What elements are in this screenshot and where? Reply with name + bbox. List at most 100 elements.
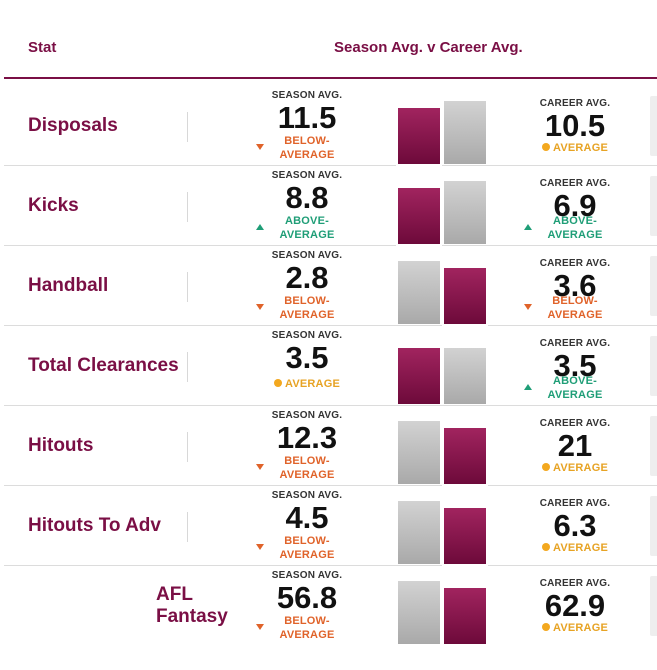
season-avg-label: SEASON AVG. <box>271 570 343 581</box>
status-average: AVERAGE <box>520 621 630 635</box>
row-edge-tab <box>650 336 657 396</box>
comparison-bar-chart <box>396 574 488 644</box>
career-avg-label: CAREER AVG. <box>539 258 611 269</box>
status-below: BELOW- AVERAGE <box>279 455 335 481</box>
season-avg-bar <box>398 421 440 484</box>
average-dot-icon <box>542 143 550 151</box>
stat-name: AFL Fantasy <box>156 584 228 627</box>
season-avg-block: SEASON AVG. 2.8 BELOW- AVERAGE <box>252 246 362 326</box>
stat-row: Handball SEASON AVG. 2.8 BELOW- AVERAGE CAREE… <box>0 246 657 326</box>
row-divider <box>4 165 657 166</box>
career-avg-block: CAREER AVG. 62.9 AVERAGE <box>520 566 630 646</box>
row-divider <box>4 325 657 326</box>
season-avg-bar <box>398 261 440 324</box>
comparison-bar-chart <box>396 254 488 324</box>
season-avg-block: SEASON AVG. 3.5 AVERAGE <box>252 326 362 406</box>
comparison-bar-chart <box>396 414 488 484</box>
stat-column-header: Stat <box>28 39 57 56</box>
career-avg-block: CAREER AVG. 3.5 ABOVE- AVERAGE <box>520 326 630 406</box>
name-divider <box>187 112 188 142</box>
row-edge-tab <box>650 96 657 156</box>
status-above: ABOVE- AVERAGE <box>547 215 603 241</box>
comparison-bar-chart <box>396 494 488 564</box>
career-avg-bar <box>444 588 486 644</box>
stat-name: Kicks <box>28 195 79 216</box>
average-dot-icon <box>542 463 550 471</box>
average-dot-icon <box>542 623 550 631</box>
down-arrow-icon <box>524 304 532 310</box>
stat-row: Disposals SEASON AVG. 11.5 BELOW- AVERAGE CAR… <box>0 86 657 166</box>
up-arrow-icon <box>524 224 532 230</box>
season-avg-label: SEASON AVG. <box>271 330 343 341</box>
career-avg-label: CAREER AVG. <box>539 418 611 429</box>
name-divider <box>187 432 188 462</box>
down-arrow-icon <box>256 464 264 470</box>
stat-row: Total Clearances SEASON AVG. 3.5 AVERAGE CAR… <box>0 326 657 406</box>
career-avg-block: CAREER AVG. 6.3 AVERAGE <box>520 486 630 566</box>
status-below: BELOW- AVERAGE <box>279 535 335 561</box>
status-average: AVERAGE <box>252 377 362 391</box>
season-avg-value: 12.3 <box>276 420 338 455</box>
season-avg-value: 3.5 <box>285 340 329 375</box>
name-divider <box>187 272 188 302</box>
comparison-bar-chart <box>396 94 488 164</box>
career-avg-bar <box>444 101 486 164</box>
status-average: AVERAGE <box>520 541 630 555</box>
career-avg-label: CAREER AVG. <box>539 178 611 189</box>
stats-header: Stat Season Avg. v Career Avg. <box>0 0 657 79</box>
name-divider <box>187 352 188 382</box>
row-edge-tab <box>650 256 657 316</box>
career-avg-value: 21 <box>557 428 593 463</box>
row-edge-tab <box>650 176 657 236</box>
season-avg-value: 11.5 <box>277 100 337 135</box>
stat-name: Disposals <box>28 115 118 136</box>
stat-row: AFL Fantasy SEASON AVG. 56.8 BELOW- AVERAGE C… <box>0 566 657 646</box>
season-avg-bar <box>398 188 440 244</box>
up-arrow-icon <box>256 224 264 230</box>
season-avg-value: 8.8 <box>285 180 329 215</box>
career-avg-value: 3.6 <box>553 268 597 303</box>
season-avg-bar <box>398 501 440 564</box>
average-dot-icon <box>542 543 550 551</box>
season-avg-block: SEASON AVG. 12.3 BELOW- AVERAGE <box>252 406 362 486</box>
career-avg-block: CAREER AVG. 10.5 AVERAGE <box>520 86 630 166</box>
season-avg-label: SEASON AVG. <box>271 170 343 181</box>
status-above: ABOVE- AVERAGE <box>279 215 335 241</box>
season-avg-label: SEASON AVG. <box>271 490 343 501</box>
career-avg-bar <box>444 348 486 404</box>
header-divider <box>4 77 657 79</box>
row-edge-tab <box>650 576 657 636</box>
season-avg-bar <box>398 348 440 404</box>
stat-row: Hitouts To Adv SEASON AVG. 4.5 BELOW- AVERAG… <box>0 486 657 566</box>
career-avg-value: 6.3 <box>553 508 597 543</box>
down-arrow-icon <box>256 544 264 550</box>
status-below: BELOW- AVERAGE <box>279 135 335 161</box>
stat-name: Hitouts To Adv <box>28 515 161 536</box>
career-avg-value: 3.5 <box>553 348 597 383</box>
row-edge-tab <box>650 416 657 476</box>
season-avg-bar <box>398 581 440 644</box>
season-avg-block: SEASON AVG. 11.5 BELOW- AVERAGE <box>252 86 362 166</box>
season-avg-label: SEASON AVG. <box>271 90 343 101</box>
status-average: AVERAGE <box>520 141 630 155</box>
stat-row: Hitouts SEASON AVG. 12.3 BELOW- AVERAGE CAREE… <box>0 406 657 486</box>
career-avg-block: CAREER AVG. 3.6 BELOW- AVERAGE <box>520 246 630 326</box>
row-edge-tab <box>650 496 657 556</box>
row-divider <box>4 485 657 486</box>
stat-name: Total Clearances <box>28 355 179 376</box>
status-average: AVERAGE <box>520 461 630 475</box>
row-divider <box>4 405 657 406</box>
status-below: BELOW- AVERAGE <box>547 295 603 321</box>
name-divider <box>187 192 188 222</box>
season-avg-value: 4.5 <box>285 500 329 535</box>
season-avg-bar <box>398 108 440 164</box>
career-avg-block: CAREER AVG. 21 AVERAGE <box>520 406 630 486</box>
status-below: BELOW- AVERAGE <box>279 295 335 321</box>
career-avg-bar <box>444 268 486 324</box>
down-arrow-icon <box>256 304 264 310</box>
up-arrow-icon <box>524 384 532 390</box>
season-avg-block: SEASON AVG. 8.8 ABOVE- AVERAGE <box>252 166 362 246</box>
season-avg-label: SEASON AVG. <box>271 410 343 421</box>
season-avg-block: SEASON AVG. 4.5 BELOW- AVERAGE <box>252 486 362 566</box>
career-avg-label: CAREER AVG. <box>539 338 611 349</box>
